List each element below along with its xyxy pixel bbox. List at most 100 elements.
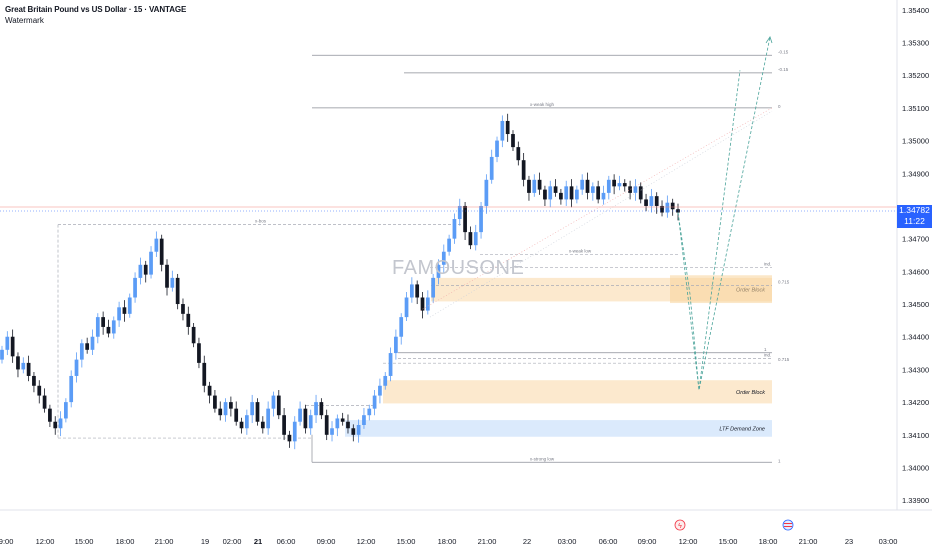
time-axis[interactable]: 09:00 12:00 15:00 18:00 21:00 19 02:00 21 06:00 0… (0, 509, 932, 546)
candle-body[interactable] (319, 402, 324, 416)
candle-body[interactable] (543, 189, 547, 200)
price-axis[interactable]: 1.35400 1.35300 1.35200 1.35100 1.35000 1.349… (896, 0, 929, 510)
candle-body[interactable] (138, 264, 143, 278)
projection-path[interactable] (677, 36, 771, 391)
candle-body[interactable] (234, 408, 239, 422)
candle-body[interactable] (367, 408, 372, 416)
candle-body[interactable] (362, 415, 366, 425)
candle-body[interactable] (644, 199, 648, 206)
candle-body[interactable] (404, 297, 409, 318)
candle-body[interactable] (165, 264, 169, 288)
candle-body[interactable] (276, 395, 281, 416)
candle-body[interactable] (468, 232, 473, 246)
candle-body[interactable] (5, 336, 10, 350)
candle-body[interactable] (26, 362, 31, 376)
candle-body[interactable] (394, 336, 398, 354)
candle-body[interactable] (58, 418, 63, 429)
candle-body[interactable] (170, 277, 175, 288)
candle-body[interactable] (447, 238, 451, 252)
candle-body[interactable] (383, 375, 388, 386)
candle-body[interactable] (399, 317, 404, 337)
candle-body[interactable] (266, 408, 271, 429)
candle-body[interactable] (606, 179, 611, 193)
candle-body[interactable] (489, 156, 494, 180)
candle-body[interactable] (21, 362, 26, 370)
candle-body[interactable] (32, 375, 36, 386)
candle-body[interactable] (564, 186, 569, 200)
candle-body[interactable] (346, 421, 350, 429)
candle-body[interactable] (69, 375, 74, 403)
candle-body[interactable] (303, 408, 308, 429)
candle-body[interactable] (53, 421, 58, 429)
candle-body[interactable] (633, 186, 638, 193)
candle-body[interactable] (548, 186, 553, 200)
candle-body[interactable] (409, 284, 414, 298)
candle-body[interactable] (314, 402, 318, 416)
candle-body[interactable] (431, 277, 436, 298)
candle-body[interactable] (324, 415, 329, 435)
candle-body[interactable] (143, 264, 148, 275)
candle-body[interactable] (175, 277, 180, 305)
candle-body[interactable] (516, 147, 521, 161)
candle-body[interactable] (101, 317, 105, 327)
candle-body[interactable] (388, 353, 393, 376)
candle-body[interactable] (649, 196, 654, 206)
candle-body[interactable] (154, 238, 159, 252)
candle-body[interactable] (612, 179, 616, 187)
candle-body[interactable] (585, 179, 590, 193)
candle-body[interactable] (111, 320, 116, 334)
candle-body[interactable] (596, 186, 601, 200)
candle-body[interactable] (436, 264, 441, 278)
candle-body[interactable] (452, 219, 457, 239)
candle-body[interactable] (223, 402, 228, 416)
candle-body[interactable] (580, 179, 585, 190)
candle-body[interactable] (537, 179, 542, 190)
candle-body[interactable] (665, 202, 670, 213)
candle-body[interactable] (218, 408, 223, 416)
us-flag-icon[interactable] (782, 519, 794, 531)
candle-body[interactable] (64, 402, 68, 419)
candle-body[interactable] (463, 205, 467, 233)
candle-body[interactable] (617, 183, 622, 187)
candle-body[interactable] (122, 307, 127, 314)
candle-body[interactable] (255, 402, 260, 422)
candle-body[interactable] (95, 317, 100, 337)
candle-body[interactable] (420, 297, 425, 311)
candle-body[interactable] (372, 395, 377, 409)
candle-body[interactable] (229, 402, 233, 409)
candle-body[interactable] (425, 297, 430, 311)
candle-body[interactable] (48, 408, 52, 422)
candle-body[interactable] (521, 160, 526, 180)
candle-body[interactable] (473, 232, 478, 246)
candle-body[interactable] (415, 284, 420, 298)
candle-body[interactable] (335, 418, 340, 429)
candle-body[interactable] (670, 202, 675, 210)
candle-body[interactable] (457, 205, 462, 220)
candle-body[interactable] (37, 385, 42, 396)
candle-body[interactable] (638, 186, 643, 200)
candle-body[interactable] (191, 326, 196, 344)
candle-body[interactable] (159, 238, 164, 265)
candle-body[interactable] (622, 183, 627, 187)
zone-box[interactable] (383, 380, 772, 404)
candle-body[interactable] (16, 356, 20, 370)
candle-body[interactable] (271, 395, 276, 409)
candle-body[interactable] (292, 421, 297, 442)
candle-body[interactable] (527, 179, 531, 193)
event-icons[interactable]: ϟ (674, 519, 794, 531)
candle-body[interactable] (308, 415, 313, 429)
candle-body[interactable] (511, 134, 515, 148)
candle-body[interactable] (186, 313, 191, 327)
candle-body[interactable] (356, 425, 361, 435)
candle-body[interactable] (505, 120, 510, 135)
candle-body[interactable] (239, 421, 244, 429)
candle-body[interactable] (660, 205, 664, 213)
candle-body[interactable] (106, 326, 111, 334)
candle-body[interactable] (559, 192, 563, 200)
economic-event-icon[interactable] (674, 519, 686, 531)
candle-body[interactable] (74, 359, 79, 376)
candle-body[interactable] (260, 421, 265, 429)
candle-body[interactable] (90, 336, 95, 350)
candle-body[interactable] (42, 395, 47, 409)
candle-body[interactable] (378, 385, 382, 396)
